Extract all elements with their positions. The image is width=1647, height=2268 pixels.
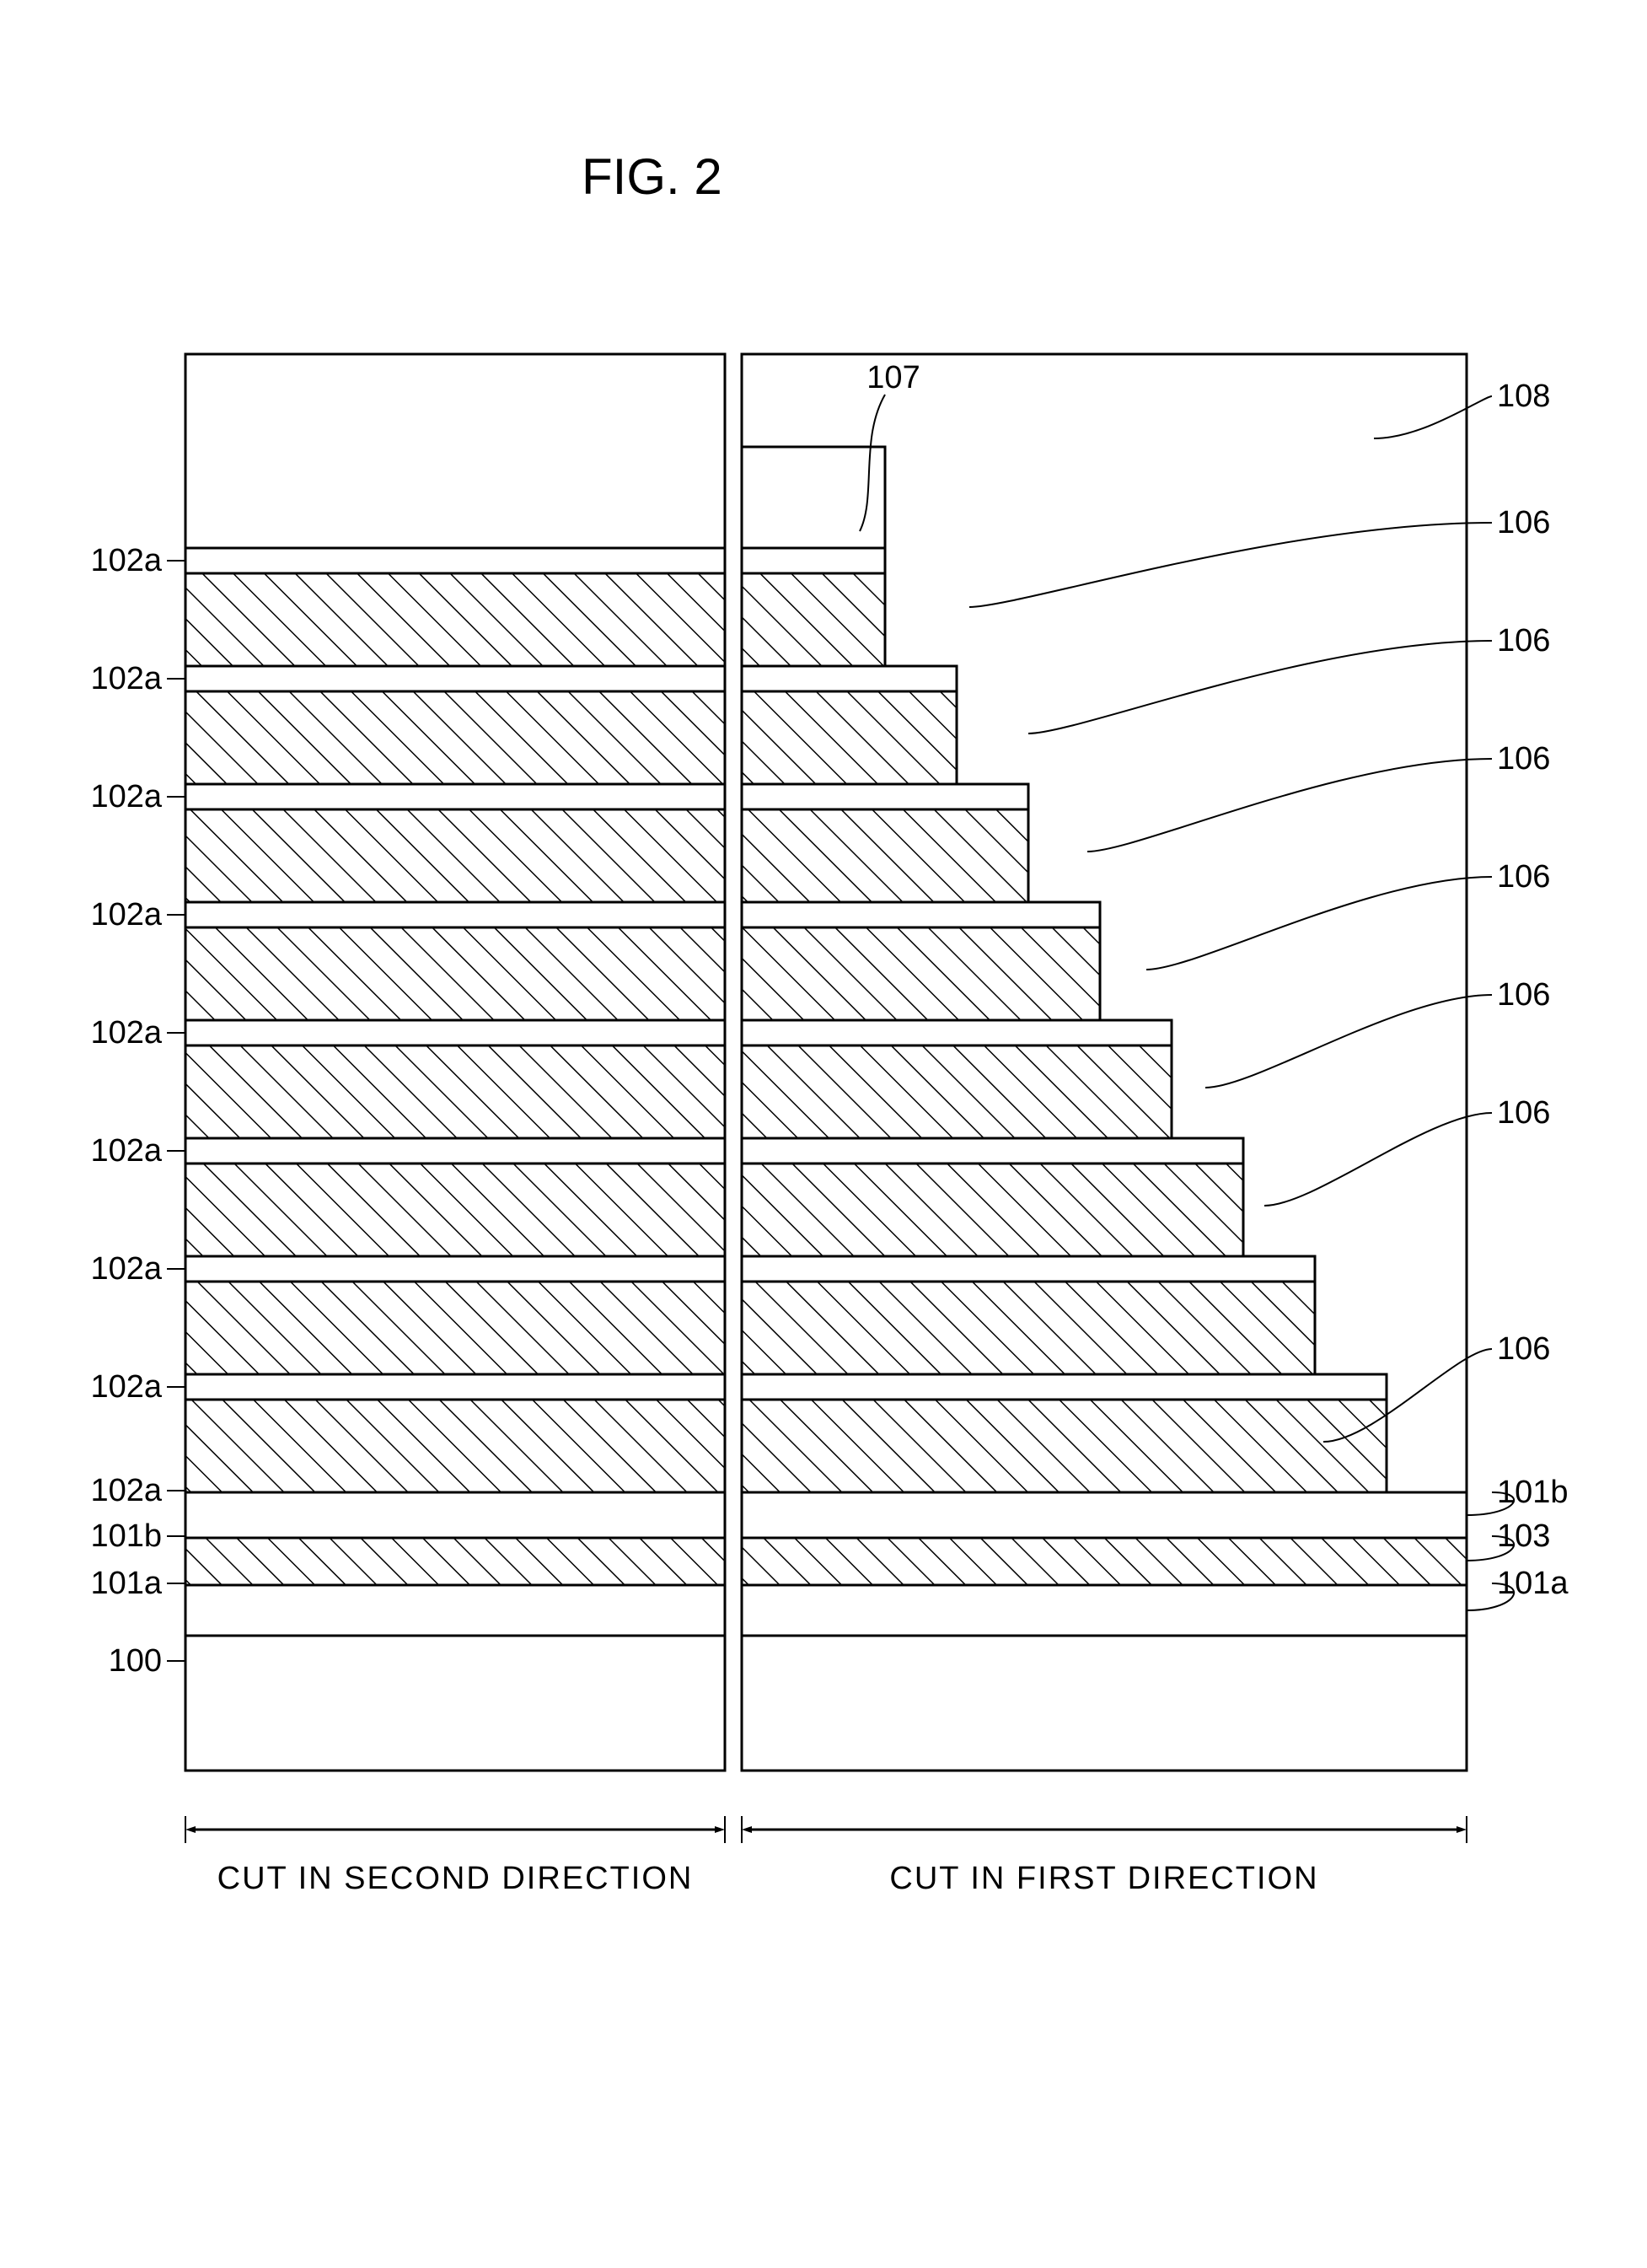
right-label: 108: [1497, 379, 1550, 414]
step-spacer: [742, 1138, 1243, 1164]
left-label: 102a: [90, 897, 162, 932]
step-spacer: [742, 784, 1028, 809]
left-layer-spacer: [185, 784, 725, 809]
right-label-leader: [1087, 759, 1492, 852]
left-label: 101b: [90, 1518, 162, 1554]
left-layer-hatched: [185, 809, 725, 902]
left-label: 102a: [90, 1473, 162, 1508]
left-layer-spacer: [185, 1256, 725, 1282]
axis-left-label: CUT IN SECOND DIRECTION: [217, 1861, 694, 1896]
left-layer-hatched: [185, 1282, 725, 1374]
left-layer-spacer: [185, 548, 725, 573]
left-label: 102a: [90, 1015, 162, 1051]
left-label: 101a: [90, 1566, 162, 1601]
step-hatched: [742, 1045, 1172, 1138]
step-spacer: [742, 548, 885, 573]
right-base-layer: [742, 1585, 1467, 1636]
left-label: 102a: [90, 543, 162, 578]
step-spacer: [742, 1020, 1172, 1045]
left-layer-hatched: [185, 1164, 725, 1256]
left-layer-hatched: [185, 1400, 725, 1492]
left-layer-hatched: [185, 1045, 725, 1138]
diagram: 102a 102a 102a 102a 102a 102a 102a 102a 102a 101b…: [90, 354, 1569, 1896]
left-layer-spacer: [185, 666, 725, 691]
left-label: 102a: [90, 1133, 162, 1169]
step-hatched: [742, 1400, 1387, 1492]
left-layer-hatched: [185, 691, 725, 784]
callout-107-leader: [860, 395, 885, 531]
step-hatched: [742, 573, 885, 666]
left-base-layer: [185, 1538, 725, 1585]
axis-right-label: CUT IN FIRST DIRECTION: [889, 1861, 1318, 1896]
right-label: 106: [1497, 623, 1550, 658]
left-layer-spacer: [185, 902, 725, 927]
step-hatched: [742, 1282, 1315, 1374]
left-layer-hatched: [185, 573, 725, 666]
page: { "figure": { "title": "FIG. 2", "title_…: [0, 0, 1647, 2268]
right-label-leader: [1028, 641, 1492, 734]
right-label: 106: [1497, 741, 1550, 777]
right-label-leader: [1264, 1113, 1492, 1206]
step-hatched: [742, 809, 1028, 902]
left-label: 100: [109, 1643, 162, 1679]
right-label: 103: [1497, 1518, 1550, 1554]
right-label: 101a: [1497, 1566, 1569, 1601]
right-label-leader: [969, 523, 1492, 607]
left-label: 102a: [90, 1251, 162, 1287]
step-spacer: [742, 902, 1100, 927]
right-label: 101b: [1497, 1475, 1569, 1510]
right-label-leader: [1205, 995, 1492, 1088]
step-hatched: [742, 1164, 1243, 1256]
right-label: 106: [1497, 859, 1550, 895]
left-layer-spacer: [185, 1020, 725, 1045]
callout-107: 107: [866, 360, 920, 395]
top-column-outline: [742, 447, 885, 548]
right-label: 106: [1497, 505, 1550, 540]
right-label-leader: [1374, 396, 1492, 438]
right-label: 106: [1497, 977, 1550, 1013]
figure-title: FIG. 2: [582, 148, 722, 205]
left-layer-spacer: [185, 1374, 725, 1400]
step-spacer: [742, 1374, 1387, 1400]
right-base-layer: [742, 1492, 1467, 1538]
left-base-layer: [185, 1585, 725, 1636]
right-label: 106: [1497, 1331, 1550, 1367]
step-spacer: [742, 666, 957, 691]
figure-svg: FIG. 2102a102a102a102a102a102a102a102a10…: [0, 0, 1647, 2268]
left-layer-spacer: [185, 1138, 725, 1164]
step-hatched: [742, 691, 957, 784]
right-label: 106: [1497, 1095, 1550, 1131]
right-base-layer: [742, 1538, 1467, 1585]
left-base-layer: [185, 1492, 725, 1538]
right-label-leader: [1146, 877, 1492, 970]
left-label: 102a: [90, 779, 162, 814]
step-hatched: [742, 927, 1100, 1020]
left-label: 102a: [90, 1369, 162, 1405]
left-layer-hatched: [185, 927, 725, 1020]
left-label: 102a: [90, 661, 162, 696]
step-spacer: [742, 1256, 1315, 1282]
